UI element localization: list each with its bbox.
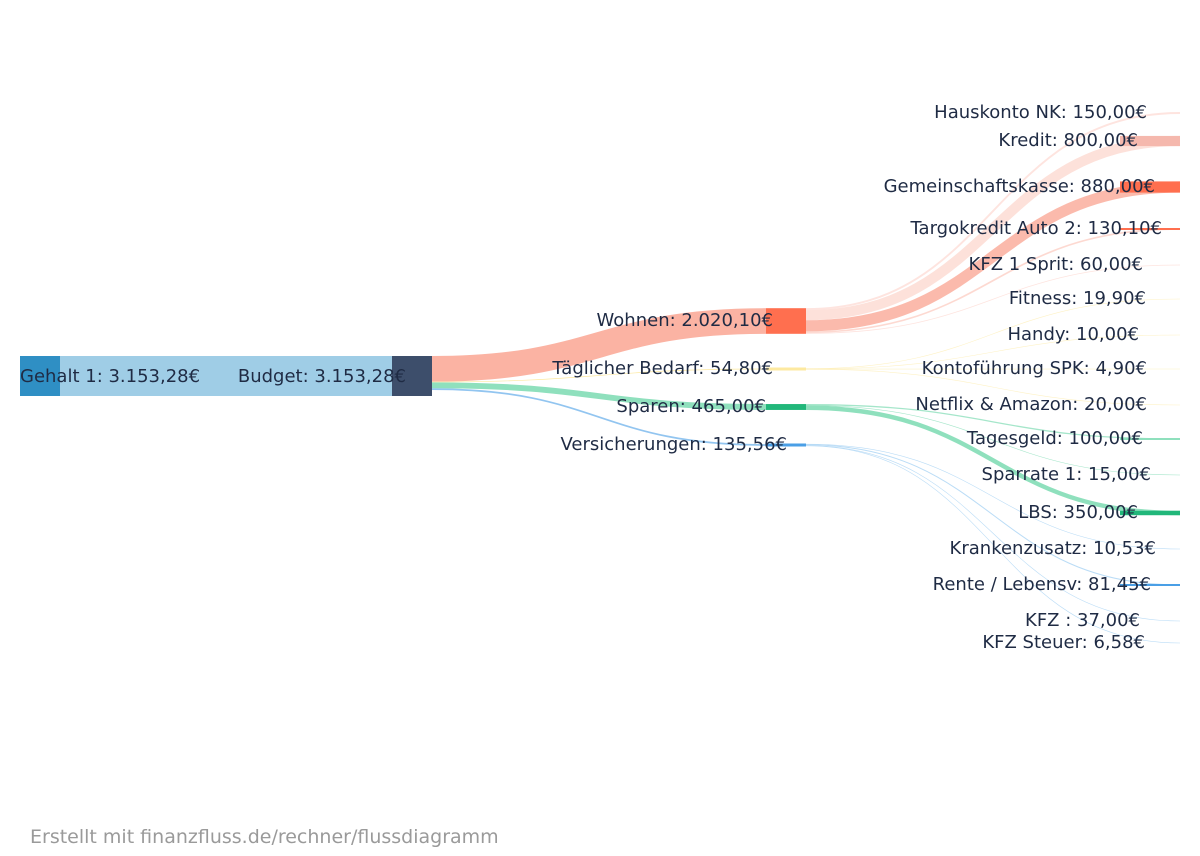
flow-versicherungen-to-rente: [805, 444, 1181, 586]
item-label-fitness: Fitness: 19,90€: [1009, 288, 1146, 309]
income-node-gehalt: [20, 356, 60, 396]
category-label-wohnen: Wohnen: 2.020,10€: [597, 310, 773, 331]
flow-budget-to-versicherungen: [431, 388, 767, 446]
flow-sparen-to-sparrate: [805, 405, 1181, 476]
item-node-kredit: [1120, 135, 1180, 147]
item-node-gemeinschaft: [1120, 181, 1180, 193]
item-label-handy: Handy: 10,00€: [1007, 324, 1139, 345]
category-label-bedarf: Täglicher Bedarf: 54,80€: [551, 358, 773, 379]
category-node-sparen: [766, 404, 806, 410]
flow-versicherungen-to-kfzsteuer: [805, 445, 1181, 644]
income-label-gehalt: Gehalt 1: 3.153,28€: [20, 366, 200, 387]
flow-wohnen-to-hauskonto: [805, 112, 1181, 311]
flow-nodes: [20, 135, 1180, 586]
category-node-bedarf: [766, 367, 806, 371]
flow-wohnen-to-kfzsprit: [805, 264, 1181, 334]
item-label-netflix: Netflix & Amazon: 20,00€: [915, 394, 1147, 415]
flow-wohnen-to-kredit: [805, 135, 1181, 321]
flow-sparen-to-lbs: [805, 405, 1181, 516]
item-label-hauskonto: Hauskonto NK: 150,00€: [934, 102, 1147, 123]
category-label-sparen: Sparen: 465,00€: [616, 396, 766, 417]
item-node-tagesgeld: [1120, 438, 1180, 440]
flow-versicherungen-to-kfz: [805, 445, 1181, 622]
flow-wohnen-to-targo: [805, 228, 1181, 334]
node-labels: Gehalt 1: 3.153,28€ Budget: 3.153,28€ Wohn…: [20, 102, 1162, 653]
flow-bedarf-to-fitness: [805, 298, 1181, 370]
budget-node: [392, 356, 432, 396]
category-node-wohnen: [766, 308, 806, 334]
item-label-sparrate: Sparrate 1: 15,00€: [982, 464, 1151, 485]
item-label-konto: Kontoführung SPK: 4,90€: [922, 358, 1147, 379]
item-label-tagesgeld: Tagesgeld: 100,00€: [966, 428, 1143, 449]
category-node-versicherungen: [766, 443, 806, 447]
item-label-kfzsteuer: KFZ Steuer: 6,58€: [982, 632, 1145, 653]
item-label-kredit: Kredit: 800,00€: [998, 130, 1138, 151]
flow-sparen-to-tagesgeld: [805, 404, 1181, 440]
item-label-kfzsprit: KFZ 1 Sprit: 60,00€: [969, 254, 1143, 275]
flow-bedarf-to-handy: [805, 334, 1181, 370]
item-label-lbs: LBS: 350,00€: [1018, 502, 1138, 523]
item-label-gemeinschaft: Gemeinschaftskasse: 880,00€: [884, 176, 1155, 197]
footer-credit: Erstellt mit finanzfluss.de/rechner/flus…: [30, 826, 499, 848]
item-label-kfz: KFZ : 37,00€: [1025, 610, 1140, 631]
flow-wohnen-to-gemeinschaft: [805, 181, 1181, 332]
flow-bedarf-to-netflix: [805, 368, 1181, 406]
flow-budget-to-bedarf: [431, 368, 767, 383]
flow-versicherungen-to-kranken: [805, 443, 1181, 550]
flow-budget-to-wohnen: [431, 308, 767, 382]
category-label-versicherungen: Versicherungen: 135,56€: [561, 434, 788, 455]
item-node-lbs: [1120, 510, 1180, 516]
item-label-kranken: Krankenzusatz: 10,53€: [950, 538, 1156, 559]
flow-budget-to-sparen: [431, 382, 767, 410]
flow-links: [60, 112, 1181, 644]
item-label-targo: Targokredit Auto 2: 130,10€: [910, 218, 1162, 239]
item-node-targo: [1120, 228, 1180, 230]
item-node-rente: [1120, 584, 1180, 586]
budget-label: Budget: 3.153,28€: [238, 366, 406, 387]
item-label-rente: Rente / Lebensv: 81,45€: [933, 574, 1151, 595]
